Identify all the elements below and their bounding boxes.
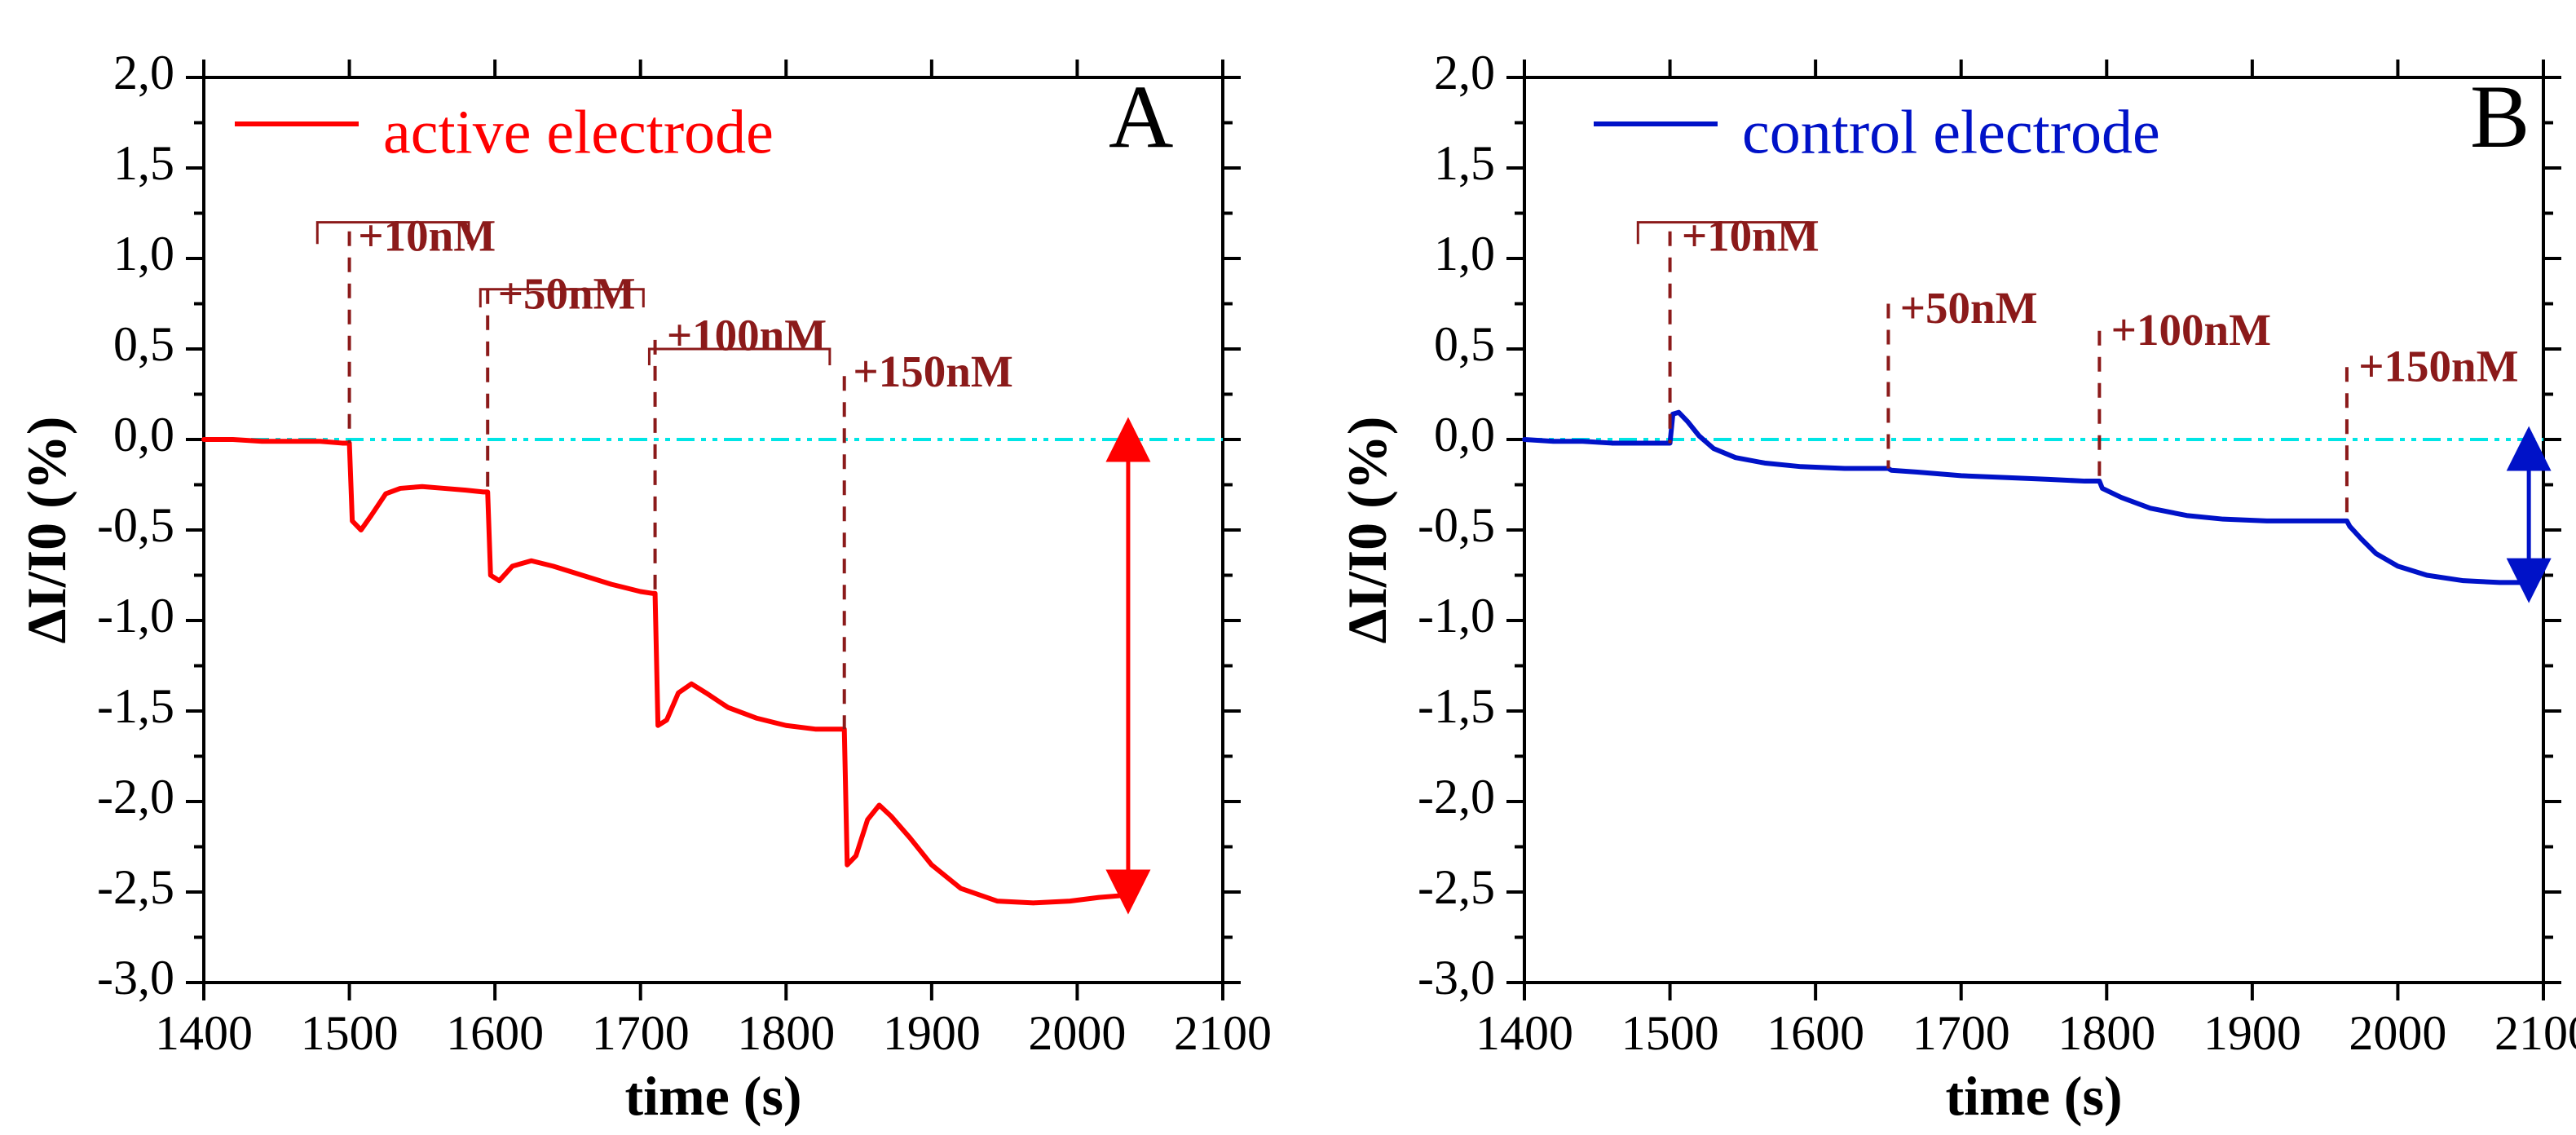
legend-label: control electrode (1742, 98, 2160, 166)
legend-label: active electrode (383, 98, 774, 166)
injection-label: +10nM (358, 210, 496, 260)
y-tick-label: -1,5 (97, 679, 174, 733)
y-tick-label: 0,5 (1434, 317, 1495, 371)
y-tick-label: -1,0 (1418, 589, 1495, 643)
y-tick-label: 2,0 (1434, 46, 1495, 99)
y-tick-label: -1,0 (97, 589, 174, 643)
x-tick-label: 1900 (883, 1006, 981, 1060)
panel-B: -3,0 -2,5 -2,0 -1,5 -1,0 -0,5 0,0 0,5 1,0 1,5 2,0 1… (1336, 46, 2576, 1127)
panel-A: -3,0 -2,5 -2,0 -1,5 -1,0 -0,5 0,0 0,5 1,0 1,5 2,0 1… (15, 46, 1272, 1127)
y-tick-label: 2,0 (113, 46, 174, 99)
injection-label: +50nM (498, 268, 636, 318)
x-tick-label: 1700 (592, 1006, 690, 1060)
y-tick-label: 1,5 (113, 136, 174, 190)
x-tick-label: 1600 (446, 1006, 544, 1060)
y-tick-label: 0,0 (113, 408, 174, 462)
injection-label: +150nM (853, 347, 1012, 396)
figure-container: -3,0 -2,5 -2,0 -1,5 -1,0 -0,5 0,0 0,5 1,0 1,5 2,0 1… (0, 0, 2576, 1135)
y-tick-label: -2,0 (1418, 770, 1495, 824)
x-tick-label: 1800 (2058, 1006, 2155, 1060)
figure-svg: -3,0 -2,5 -2,0 -1,5 -1,0 -0,5 0,0 0,5 1,0 1,5 2,0 1… (0, 0, 2576, 1135)
y-tick-label: 0,0 (1434, 408, 1495, 462)
y-tick-label: -3,0 (97, 951, 174, 1005)
y-tick-label: -3,0 (1418, 951, 1495, 1005)
panel-letter: A (1109, 67, 1173, 166)
plot-frame (204, 77, 1223, 983)
y-tick-label: 1,5 (1434, 136, 1495, 190)
x-tick-label: 1400 (155, 1006, 253, 1060)
y-tick-label: 0,5 (113, 317, 174, 371)
x-tick-label: 2100 (2494, 1006, 2576, 1060)
x-axis-label: time (s) (624, 1065, 801, 1127)
x-tick-label: 2000 (1028, 1006, 1126, 1060)
injection-label: +100nM (667, 311, 827, 360)
plot-frame (1524, 77, 2543, 983)
x-axis-label: time (s) (1945, 1065, 2122, 1127)
injection-label: +150nM (2358, 341, 2518, 391)
y-tick-label: -2,0 (97, 770, 174, 824)
x-tick-label: 1400 (1475, 1006, 1573, 1060)
x-tick-label: 1600 (1767, 1006, 1864, 1060)
x-tick-label: 2100 (1174, 1006, 1272, 1060)
x-tick-label: 1900 (2203, 1006, 2301, 1060)
y-tick-label: -2,5 (97, 860, 174, 914)
y-tick-label: 1,0 (1434, 227, 1495, 280)
y-tick-label: -2,5 (1418, 860, 1495, 914)
y-axis-label: ΔI/I0 (%) (15, 417, 77, 644)
x-tick-label: 2000 (2349, 1006, 2446, 1060)
y-tick-label: -0,5 (1418, 498, 1495, 552)
y-axis-label: ΔI/I0 (%) (1336, 417, 1398, 644)
x-tick-label: 1700 (1912, 1006, 2010, 1060)
injection-label: +50nM (1900, 283, 2038, 333)
y-tick-label: 1,0 (113, 227, 174, 280)
x-tick-label: 1500 (1621, 1006, 1719, 1060)
data-curve (204, 439, 1121, 903)
x-tick-label: 1800 (737, 1006, 835, 1060)
injection-label: +100nM (2111, 305, 2271, 355)
x-tick-label: 1500 (301, 1006, 399, 1060)
panel-letter: B (2470, 67, 2530, 166)
y-tick-label: -0,5 (97, 498, 174, 552)
injection-label: +10nM (1682, 210, 1820, 260)
y-tick-label: -1,5 (1418, 679, 1495, 733)
